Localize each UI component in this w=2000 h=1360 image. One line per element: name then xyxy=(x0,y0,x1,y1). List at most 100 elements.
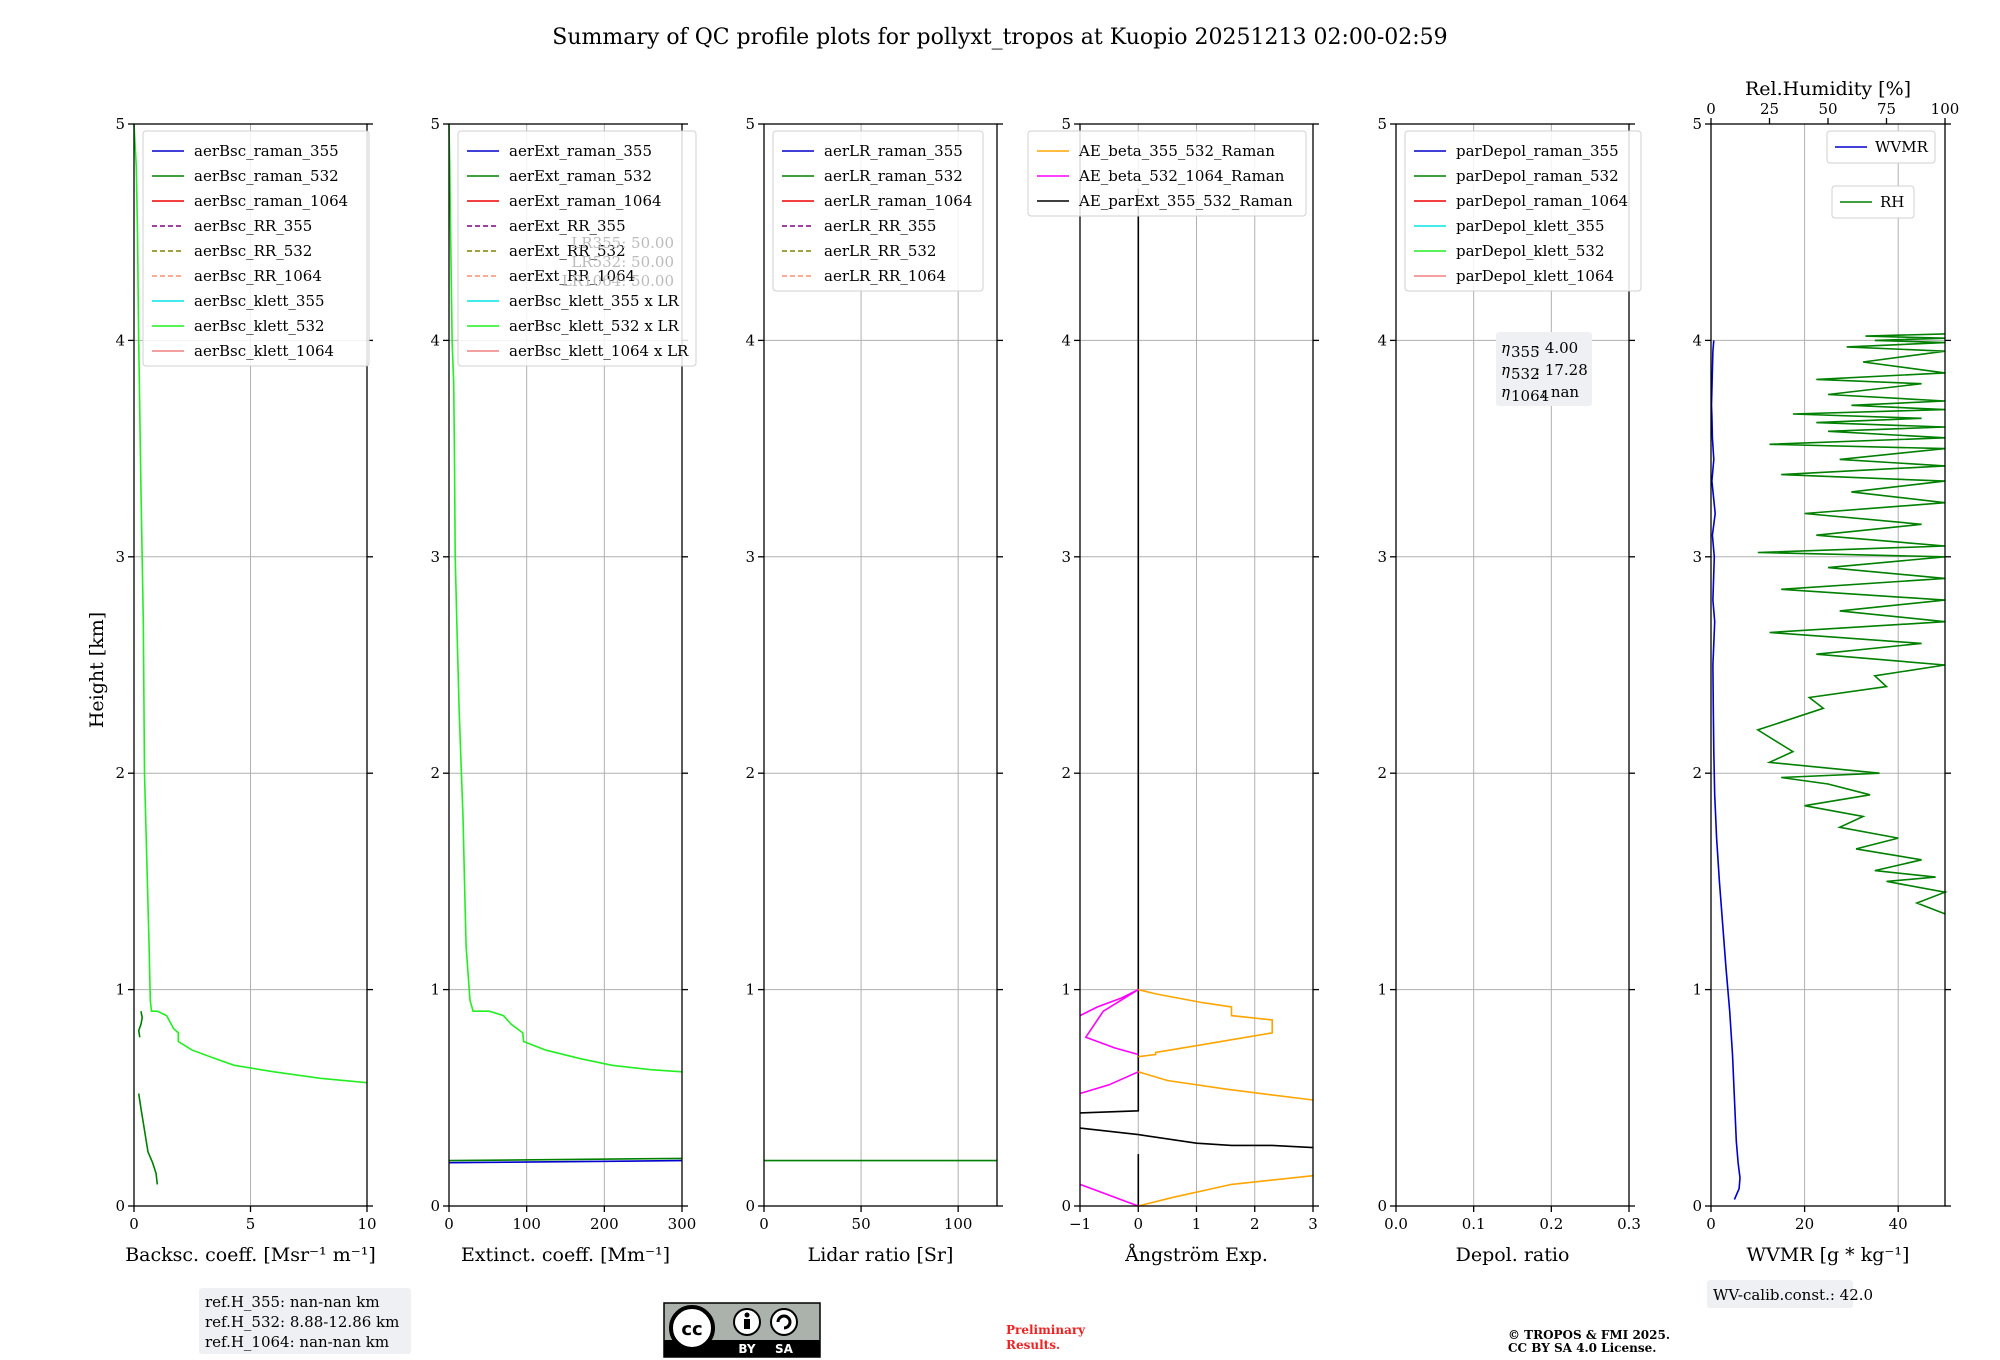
axes-frame xyxy=(1710,123,1946,1207)
rh-legend-box xyxy=(1831,185,1915,219)
y-tick-label-4: 4 xyxy=(745,331,755,349)
axes-frame xyxy=(763,123,998,1207)
copyright-line1: © TROPOS & FMI 2025. xyxy=(1508,1328,1670,1342)
x-tick-label-3: 300 xyxy=(668,1215,697,1233)
y-tick-label-5: 5 xyxy=(1061,115,1071,133)
x-tick-label-1: 100 xyxy=(512,1215,541,1233)
cc-license-badge: cc BY SA xyxy=(663,1302,821,1358)
legend-box xyxy=(142,130,370,367)
wvmr-legend-box xyxy=(1826,130,1936,164)
rh-series-line xyxy=(1755,333,1948,915)
ref-height-line-0: ref.H_355: nan-nan km xyxy=(205,1293,380,1311)
eta-value-0: : 4.00 xyxy=(1535,339,1578,357)
cc-icon xyxy=(669,1305,715,1351)
legend-label-7: aerBsc_klett_532 xyxy=(194,317,325,335)
y-tick-label-4: 4 xyxy=(430,331,440,349)
top-tick-label-0: 0 xyxy=(1706,100,1716,118)
legend-label-6: aerBsc_klett_355 x LR xyxy=(509,292,680,310)
series-line-1 xyxy=(1079,1127,1314,1149)
y-tick-label-3: 3 xyxy=(430,548,440,566)
x-axis-label: Ångström Exp. xyxy=(1124,1244,1268,1266)
panel-lr: 0 50 100 0 1 2 3 4 5 Lidar ratio [Sr] aerLR_raman_… xyxy=(745,115,1003,1266)
x-axis-label: Lidar ratio [Sr] xyxy=(808,1244,954,1266)
y-tick-label-0: 0 xyxy=(1692,1197,1702,1215)
legend-label-3: parDepol_klett_355 xyxy=(1456,217,1605,235)
x-tick-label-2: 40 xyxy=(1889,1215,1908,1233)
y-tick-label-0: 0 xyxy=(1377,1197,1387,1215)
legend-label-2: parDepol_raman_1064 xyxy=(1456,192,1628,210)
y-axis-label: Height [km] xyxy=(86,612,108,728)
y-tick-label-2: 2 xyxy=(430,764,440,782)
legend-label-0: aerLR_raman_355 xyxy=(824,142,963,160)
top-axis-label: Rel.Humidity [%] xyxy=(1745,78,1911,100)
series-line-1 xyxy=(448,1159,683,1164)
legend-label-0: aerExt_raman_355 xyxy=(509,142,652,160)
x-tick-label-2: 0.2 xyxy=(1539,1215,1563,1233)
legend-label-8: aerBsc_klett_1064 xyxy=(194,342,334,360)
series-line-0 xyxy=(1079,188,1140,1114)
legend-label-1: aerExt_raman_532 xyxy=(509,167,652,185)
legend-label-4: aerBsc_RR_532 xyxy=(194,242,312,260)
legend-label-4: aerLR_RR_532 xyxy=(824,242,936,260)
y-tick-label-3: 3 xyxy=(1061,548,1071,566)
sa-arrow xyxy=(776,1314,792,1330)
legend-label-0: aerBsc_raman_355 xyxy=(194,142,339,160)
series-line-2 xyxy=(448,1157,683,1162)
y-tick-label-4: 4 xyxy=(1692,331,1702,349)
preliminary-line2: Results. xyxy=(1006,1338,1060,1352)
y-tick-label-5: 5 xyxy=(745,115,755,133)
top-tick-label-1: 25 xyxy=(1760,100,1779,118)
cc-label: cc xyxy=(681,1319,702,1340)
y-tick-label-4: 4 xyxy=(1377,331,1387,349)
top-tick-label-3: 75 xyxy=(1877,100,1896,118)
y-tick-label-5: 5 xyxy=(115,115,125,133)
y-tick-label-2: 2 xyxy=(745,764,755,782)
legend-label-5: aerExt_RR_1064 xyxy=(509,267,635,285)
legend-label-1: AE_beta_532_1064_Raman xyxy=(1078,167,1285,185)
x-tick-label-1: 20 xyxy=(1795,1215,1814,1233)
y-tick-label-4: 4 xyxy=(1061,331,1071,349)
y-tick-label-0: 0 xyxy=(1061,1197,1071,1215)
series-line-4 xyxy=(1138,1071,1314,1101)
axes-frame xyxy=(448,123,683,1207)
y-tick-label-2: 2 xyxy=(1377,764,1387,782)
y-tick-label-3: 3 xyxy=(1692,548,1702,566)
x-tick-label-0: 0 xyxy=(1706,1215,1716,1233)
legend-label-2: aerLR_raman_1064 xyxy=(824,192,972,210)
figure-title: Summary of QC profile plots for pollyxt_… xyxy=(552,25,1447,50)
x-axis-label: Depol. ratio xyxy=(1456,1244,1570,1266)
legend-label-0: parDepol_raman_355 xyxy=(1456,142,1619,160)
sa-share-icon xyxy=(770,1308,798,1336)
panel-bsc: 0 5 10 0 1 2 3 4 5 Backsc. coeff. [Msr⁻¹ m⁻¹] aerB… xyxy=(115,115,411,1354)
y-tick-label-2: 2 xyxy=(115,764,125,782)
y-tick-label-2: 2 xyxy=(1061,764,1071,782)
x-tick-label-1: 50 xyxy=(852,1215,871,1233)
y-tick-label-1: 1 xyxy=(1377,981,1387,999)
series-line-6 xyxy=(1079,988,1139,1056)
y-tick-label-0: 0 xyxy=(745,1197,755,1215)
x-tick-label-2: 200 xyxy=(590,1215,619,1233)
y-tick-label-1: 1 xyxy=(1692,981,1702,999)
x-tick-label-0: −1 xyxy=(1069,1215,1091,1233)
series-line-8 xyxy=(1079,1183,1139,1207)
series-line-5 xyxy=(1138,1174,1314,1207)
legend-label-1: parDepol_raman_532 xyxy=(1456,167,1619,185)
legend-label-5: parDepol_klett_1064 xyxy=(1456,267,1614,285)
preliminary-line1: Preliminary xyxy=(1006,1323,1086,1337)
x-tick-label-2: 1 xyxy=(1192,1215,1202,1233)
series-line-0 xyxy=(1710,340,1741,1200)
legend-box xyxy=(1404,130,1642,292)
lr-note-1: LR532: 50.00 xyxy=(571,253,674,271)
y-tick-label-1: 1 xyxy=(115,981,125,999)
y-tick-label-5: 5 xyxy=(1692,115,1702,133)
x-tick-label-1: 5 xyxy=(246,1215,256,1233)
legend-label-2: aerExt_raman_1064 xyxy=(509,192,662,210)
axes-frame xyxy=(1395,123,1630,1207)
legend-label-2: aerBsc_raman_1064 xyxy=(194,192,348,210)
legend-label-4: aerExt_RR_532 xyxy=(509,242,626,260)
x-tick-label-2: 10 xyxy=(357,1215,376,1233)
y-tick-label-3: 3 xyxy=(1377,548,1387,566)
